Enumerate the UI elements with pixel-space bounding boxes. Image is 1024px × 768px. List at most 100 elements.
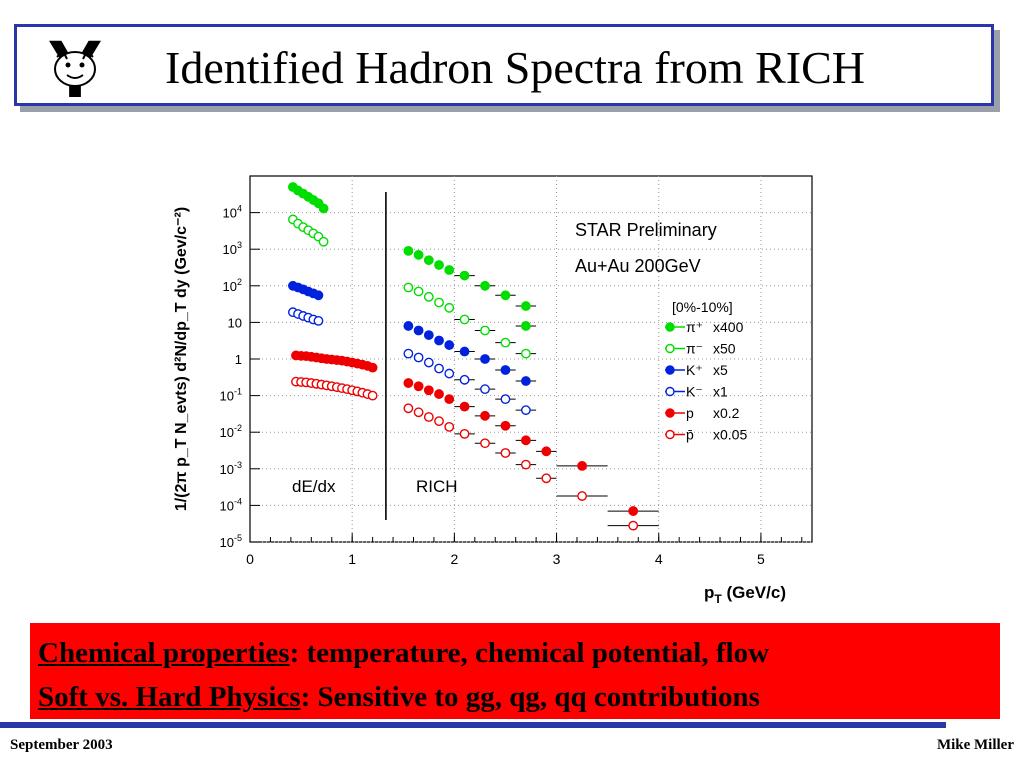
legend-series-scale: x400 bbox=[713, 319, 744, 335]
data-point bbox=[459, 428, 470, 439]
legend-series-name: p bbox=[686, 405, 694, 421]
legend-series-name: π⁻ bbox=[686, 341, 703, 357]
data-point bbox=[520, 405, 531, 416]
legend-header: [0%-10%] bbox=[672, 299, 733, 315]
spectra-chart: 0 1 2 3 4 5 104 103 102 10 1 10-1 10-2 10-3 10-4 10-5 pT… bbox=[160, 164, 840, 619]
callout-line-2-tail: : Sensitive to gg, qg, qq contributions bbox=[300, 681, 760, 713]
bottom-rule bbox=[0, 722, 946, 728]
data-point bbox=[577, 491, 587, 501]
data-point bbox=[313, 315, 324, 326]
y-tick-label: 10-3 bbox=[220, 460, 242, 477]
legend-marker bbox=[665, 408, 675, 418]
data-point bbox=[520, 348, 531, 359]
y-tick-label: 10-5 bbox=[220, 533, 242, 550]
data-point bbox=[403, 403, 414, 414]
data-point bbox=[444, 368, 455, 379]
data-point bbox=[367, 362, 378, 373]
data-point bbox=[413, 352, 424, 363]
data-point bbox=[459, 374, 470, 385]
y-tick-label: 102 bbox=[223, 277, 242, 294]
legend-series-name: K⁺ bbox=[686, 362, 703, 378]
data-point bbox=[403, 378, 414, 388]
data-point bbox=[577, 461, 587, 471]
data-point bbox=[480, 410, 490, 421]
footer-author: Mike Miller bbox=[936, 737, 1014, 753]
bulldog-logo-icon: Y bbox=[27, 24, 137, 115]
data-point bbox=[444, 421, 455, 432]
data-point bbox=[520, 301, 531, 311]
x-tick-label: 1 bbox=[348, 551, 356, 567]
data-point bbox=[444, 340, 455, 350]
legend-marker bbox=[665, 386, 675, 397]
annotation-rich: RICH bbox=[416, 477, 458, 496]
data-point bbox=[423, 330, 434, 340]
y-tick-label: 104 bbox=[223, 204, 242, 221]
data-point bbox=[459, 270, 470, 281]
data-point bbox=[403, 348, 414, 359]
legend-marker bbox=[665, 322, 675, 332]
data-point bbox=[628, 506, 639, 516]
legend-series-scale: x1 bbox=[713, 384, 728, 400]
legend-series-scale: x50 bbox=[713, 341, 736, 357]
callout-box: Chemical properties: temperature, chemic… bbox=[30, 623, 1000, 719]
legend-marker bbox=[665, 343, 675, 354]
data-point bbox=[367, 390, 378, 401]
callout-line-1-head: Chemical properties bbox=[38, 637, 290, 669]
callout-line-2: Soft vs. Hard Physics: Sensitive to gg, … bbox=[38, 675, 1000, 719]
data-point bbox=[541, 446, 552, 457]
x-tick-label: 5 bbox=[757, 551, 765, 567]
y-tick-label: 10-1 bbox=[220, 387, 242, 404]
data-point bbox=[520, 376, 531, 386]
data-point bbox=[500, 448, 511, 458]
y-tick-label: 10-4 bbox=[220, 496, 242, 513]
legend-marker bbox=[665, 429, 675, 440]
legend-series-name: π⁺ bbox=[686, 319, 703, 335]
data-point bbox=[520, 321, 531, 331]
legend-series-name: p̄ bbox=[686, 427, 694, 443]
data-point bbox=[628, 520, 639, 531]
y-tick-label: 103 bbox=[223, 240, 242, 257]
data-point bbox=[318, 236, 329, 247]
data-point bbox=[480, 354, 490, 364]
legend-series-scale: x5 bbox=[713, 362, 728, 378]
data-point bbox=[444, 394, 455, 405]
data-point bbox=[403, 282, 414, 293]
data-point bbox=[520, 459, 531, 470]
data-point bbox=[500, 420, 511, 431]
data-point bbox=[313, 290, 324, 301]
data-point bbox=[423, 255, 434, 266]
data-point bbox=[413, 381, 424, 392]
data-point bbox=[403, 245, 414, 256]
legend-series-name: K⁻ bbox=[686, 384, 703, 400]
data-point bbox=[434, 260, 444, 270]
x-tick-label: 2 bbox=[450, 551, 458, 567]
data-point bbox=[541, 473, 552, 484]
page-title: Identified Hadron Spectra from RICH bbox=[165, 42, 866, 93]
data-point bbox=[413, 249, 424, 260]
data-point bbox=[444, 265, 455, 275]
data-point bbox=[480, 438, 490, 449]
data-point bbox=[480, 280, 490, 291]
data-point bbox=[434, 297, 444, 308]
callout-line-2-head: Soft vs. Hard Physics bbox=[38, 681, 301, 713]
x-tick-label: 4 bbox=[655, 551, 663, 567]
data-point bbox=[444, 302, 455, 313]
callout-line-1: Chemical properties: temperature, chemic… bbox=[38, 631, 1000, 675]
legend-series-scale: x0.2 bbox=[713, 405, 740, 421]
data-point bbox=[318, 203, 329, 214]
data-point bbox=[413, 286, 424, 297]
x-tick-label: 3 bbox=[553, 551, 561, 567]
data-point bbox=[434, 389, 444, 399]
data-point bbox=[423, 412, 434, 422]
legend-marker bbox=[665, 365, 675, 375]
data-point bbox=[500, 365, 511, 375]
data-point bbox=[459, 314, 470, 325]
data-point bbox=[423, 291, 434, 302]
footer-date: September 2003 bbox=[10, 737, 113, 753]
data-point bbox=[413, 325, 424, 336]
data-point bbox=[413, 407, 424, 418]
annotation-preliminary: STAR Preliminary bbox=[575, 220, 717, 240]
data-point bbox=[459, 346, 470, 357]
x-tick-label: 0 bbox=[246, 551, 254, 567]
title-box: Y Identified Hadron Spectra from RICH bbox=[14, 24, 994, 115]
